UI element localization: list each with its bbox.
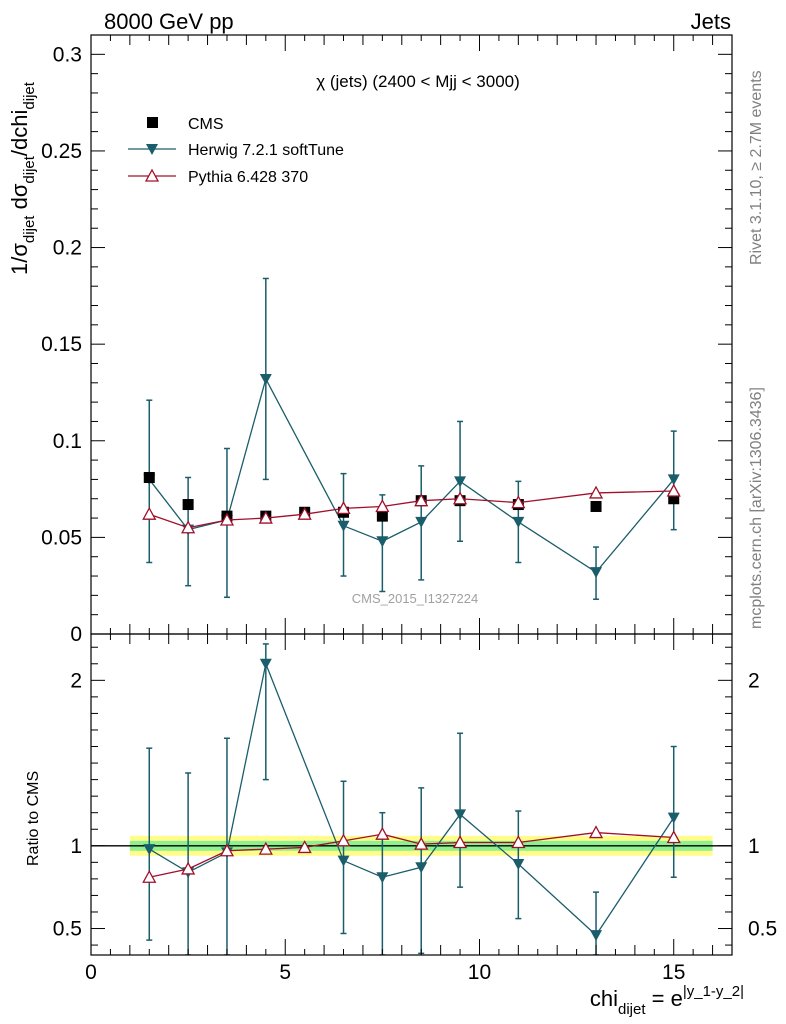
analysis-watermark: CMS_2015_I1327224 — [352, 591, 479, 606]
x-tick-label: 15 — [662, 961, 685, 984]
main-y-tick-label: 0.15 — [41, 333, 82, 356]
mcplots-label: mcplots.cern.ch [arXiv:1306.3436] — [748, 387, 765, 629]
pythia-point — [258, 841, 273, 855]
main-panel — [142, 277, 681, 600]
main-y-tick-label: 0.2 — [53, 237, 82, 260]
ratio-y-tick-label-right: 0.5 — [748, 918, 777, 941]
main-y-tick-label: 0 — [70, 623, 82, 646]
herwig-point — [259, 373, 272, 385]
rivet-label: Rivet 3.1.10, ≥ 2.7M events — [748, 70, 765, 265]
cms-point — [182, 499, 194, 511]
ratio-y-axis-label: Ratio to CMS — [25, 771, 42, 866]
pythia-point — [375, 499, 390, 513]
pythia-point — [181, 861, 196, 875]
herwig-point — [376, 536, 389, 548]
pythia-point — [297, 840, 312, 854]
pythia-point — [588, 485, 604, 499]
main-y-tick-label: 0.05 — [41, 526, 82, 549]
pythia-point — [297, 506, 312, 520]
herwig-point — [512, 516, 525, 528]
plot-title: χ (jets) (2400 < Mjj < 3000) — [316, 72, 520, 91]
herwig-point — [259, 658, 272, 670]
pythia-point — [452, 835, 468, 849]
ratio-y-tick-label: 2 — [70, 669, 82, 692]
x-tick-label: 10 — [468, 961, 491, 984]
main-y-tick-label: 0.3 — [53, 43, 82, 66]
herwig-point — [667, 474, 680, 486]
pythia-point — [666, 830, 681, 844]
pythia-point — [414, 493, 429, 507]
legend-herwig-label: Herwig 7.2.1 softTune — [188, 142, 344, 159]
pythia-point — [181, 520, 196, 534]
legend-cms-label: CMS — [188, 116, 224, 133]
header-right: Jets — [691, 9, 731, 34]
pythia-point — [142, 869, 157, 883]
cms-point — [143, 471, 155, 483]
herwig-point — [337, 520, 350, 532]
pythia-point — [258, 510, 273, 524]
pythia-point — [142, 506, 157, 520]
legend-cms-marker — [147, 117, 158, 128]
pythia-point — [336, 833, 351, 847]
legend: CMS Herwig 7.2.1 softTune Pythia 6.428 3… — [128, 116, 344, 186]
pythia-point — [219, 843, 235, 857]
herwig-point — [376, 872, 389, 884]
herwig-series-line — [148, 661, 675, 937]
main-y-tick-label: 0.1 — [53, 430, 82, 453]
x-axis-label: chidijet = e|y_1-y_2| — [590, 983, 744, 1018]
pythia-point — [666, 483, 681, 497]
cms-point — [668, 493, 680, 505]
pythia-point — [511, 495, 526, 509]
herwig-point — [143, 844, 156, 856]
herwig-series-line — [148, 377, 675, 574]
herwig-point — [454, 809, 467, 821]
ratio-frame — [90, 633, 733, 956]
herwig-point — [454, 476, 467, 488]
header-left: 8000 GeV pp — [104, 9, 234, 34]
herwig-point — [590, 567, 603, 579]
legend-pythia-marker — [144, 168, 160, 182]
main-y-axis-label: 1/σdijet dσdijet/dchidijet — [7, 81, 38, 275]
herwig-point — [415, 516, 428, 528]
pythia-point — [414, 836, 429, 850]
legend-herwig-marker — [146, 144, 158, 155]
herwig-point — [512, 858, 525, 870]
pythia-point — [452, 491, 468, 505]
cms-point — [376, 510, 388, 522]
pythia-point — [588, 825, 604, 839]
cms-point — [590, 500, 602, 512]
ratio-panel — [91, 643, 732, 955]
pythia-point — [219, 512, 235, 526]
ratio-y-tick-label-right: 1 — [748, 835, 760, 858]
ratio-y-tick-label: 1 — [70, 835, 82, 858]
pythia-series-line — [149, 490, 674, 529]
main-y-tick-label: 0.25 — [41, 140, 82, 163]
herwig-point — [667, 812, 680, 824]
x-tick-label: 0 — [85, 961, 97, 984]
herwig-point — [415, 862, 428, 874]
ratio-y-tick-label-right: 2 — [748, 669, 760, 692]
herwig-point — [590, 930, 603, 942]
legend-pythia-label: Pythia 6.428 370 — [188, 169, 308, 186]
x-tick-label: 5 — [279, 961, 291, 984]
ratio-y-tick-label: 0.5 — [53, 918, 82, 941]
pythia-series-line — [149, 831, 674, 878]
pythia-point — [375, 826, 390, 840]
pythia-point — [511, 835, 526, 849]
pythia-point — [336, 501, 351, 515]
herwig-point — [337, 855, 350, 867]
